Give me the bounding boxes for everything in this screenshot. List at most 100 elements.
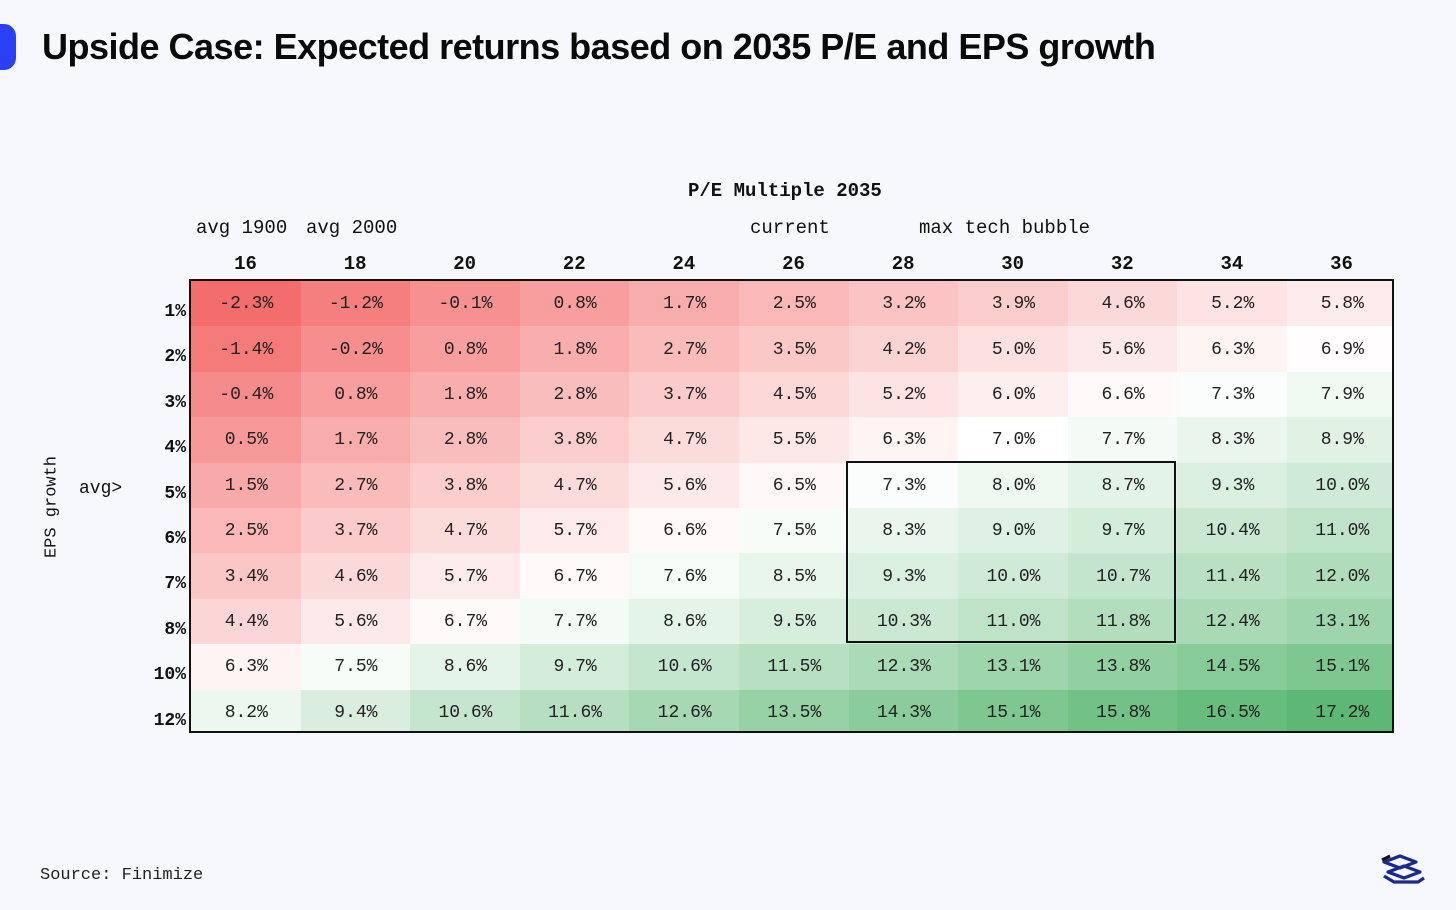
heatmap-cell: 3.9% — [958, 281, 1069, 328]
heatmap-cell: 8.2% — [191, 689, 302, 731]
heatmap-cell: 11.0% — [958, 598, 1069, 646]
heatmap-cell: -0.1% — [410, 281, 521, 328]
heatmap-cell: 11.5% — [739, 644, 850, 691]
heatmap-cell: 8.0% — [958, 462, 1069, 509]
row-label-7pct: 7% — [164, 574, 186, 595]
heatmap-cell: 4.6% — [1067, 281, 1179, 328]
row-label-1pct: 1% — [164, 302, 186, 322]
heatmap-cell: 0.8% — [300, 371, 412, 419]
heatmap-cell: 7.0% — [958, 417, 1069, 464]
heatmap-cell: 11.0% — [1287, 508, 1392, 555]
heatmap-cell: 4.2% — [848, 326, 960, 373]
heatmap-cell: 8.5% — [739, 553, 850, 600]
y-axis-title: EPS growth — [42, 455, 62, 559]
heatmap-cell: 6.0% — [958, 371, 1069, 419]
heatmap-cell: 12.6% — [629, 689, 740, 731]
heatmap-cell: 13.5% — [739, 689, 850, 731]
x-annotation-avg-1900: avg 1900 — [196, 217, 288, 239]
heatmap-cell: 10.3% — [848, 598, 960, 646]
heatmap-cell: 2.8% — [410, 417, 521, 464]
column-label-32: 32 — [1110, 253, 1134, 275]
heatmap-cell: 10.6% — [629, 644, 740, 691]
heatmap-cell: 5.5% — [739, 417, 850, 464]
heatmap-cell: 15.1% — [958, 689, 1069, 731]
heatmap-cell: 12.4% — [1177, 598, 1288, 646]
page-title: Upside Case: Expected returns based on 2… — [42, 26, 1156, 67]
heatmap-cell: 3.4% — [191, 553, 302, 600]
heatmap-cell: 7.5% — [739, 508, 850, 555]
heatmap-cell: 3.7% — [300, 508, 412, 555]
y-annotation-avg: avg> — [79, 479, 123, 499]
column-label-20: 20 — [453, 253, 477, 275]
heatmap-cell: 13.1% — [1287, 598, 1392, 646]
heatmap-cell: 1.5% — [191, 462, 302, 509]
heatmap-cell: 5.0% — [958, 326, 1069, 373]
heatmap-cell: 1.8% — [410, 371, 521, 419]
column-label-26: 26 — [782, 253, 805, 275]
row-label-4pct: 4% — [164, 438, 186, 459]
heatmap-cell: 7.3% — [1177, 371, 1288, 419]
heatmap-cell: 5.7% — [410, 553, 521, 600]
heatmap-cell: 17.2% — [1287, 689, 1392, 731]
heatmap-cell: 13.1% — [958, 644, 1069, 691]
heatmap-cell: 6.7% — [410, 598, 521, 646]
heatmap-cell: 1.7% — [300, 417, 412, 464]
heatmap-cell: 5.2% — [1177, 281, 1288, 328]
column-label-16: 16 — [234, 253, 257, 275]
column-label-28: 28 — [891, 253, 915, 275]
column-label-34: 34 — [1220, 253, 1244, 275]
heatmap-cell: 8.3% — [848, 508, 960, 555]
heatmap-cell: 2.5% — [191, 508, 302, 555]
heatmap-cell: 15.1% — [1287, 644, 1392, 691]
row-label-6pct: 6% — [164, 529, 186, 549]
row-label-8pct: 8% — [164, 619, 186, 640]
heatmap-cell: 6.3% — [1177, 326, 1288, 373]
heatmap-cell: 5.6% — [300, 598, 412, 646]
heatmap-cell: 11.8% — [1067, 598, 1179, 646]
heatmap-cell: 7.7% — [1067, 417, 1179, 464]
heatmap-cell: 13.8% — [1067, 644, 1179, 691]
heatmap-cell: 1.8% — [519, 326, 631, 373]
heatmap-cell: 8.7% — [1067, 462, 1179, 509]
heatmap-cell: 8.9% — [1287, 417, 1392, 464]
heatmap-cell: 6.7% — [519, 553, 631, 600]
heatmap-cell: 9.5% — [739, 598, 850, 646]
heatmap-cell: 5.8% — [1287, 281, 1392, 328]
heatmap-cell: 8.6% — [410, 644, 521, 691]
heatmap-cell: 6.9% — [1287, 326, 1392, 373]
heatmap-cell: 12.0% — [1287, 553, 1392, 600]
heatmap-cell: 14.3% — [848, 689, 960, 731]
accent-tab — [0, 24, 16, 70]
heatmap-cell: 10.4% — [1177, 508, 1288, 555]
heatmap-cell: 0.5% — [191, 417, 302, 464]
heatmap-cell: 5.6% — [629, 462, 740, 509]
heatmap-cell: 0.8% — [519, 281, 631, 328]
heatmap-cell: 4.4% — [191, 598, 302, 646]
heatmap-cell: 3.5% — [739, 326, 850, 373]
x-axis-title: P/E Multiple 2035 — [688, 180, 882, 202]
heatmap-cell: 8.3% — [1177, 417, 1288, 464]
heatmap-cell: -2.3% — [191, 281, 302, 328]
heatmap-cell: 3.8% — [519, 417, 631, 464]
column-label-36: 36 — [1330, 253, 1353, 275]
heatmap-cell: 2.7% — [300, 462, 412, 509]
x-annotation-max-tech-bubble: max tech bubble — [919, 217, 1091, 239]
heatmap-cell: -0.4% — [191, 371, 302, 419]
heatmap-cell: 7.3% — [848, 462, 960, 509]
finimize-logo-icon — [1381, 854, 1425, 884]
heatmap-cell: -1.2% — [300, 281, 412, 328]
row-label-2pct: 2% — [164, 347, 186, 368]
row-label-10pct: 10% — [153, 665, 186, 686]
heatmap-cell: 5.2% — [848, 371, 960, 419]
row-label-12pct: 12% — [153, 710, 186, 731]
heatmap-cell: 1.7% — [629, 281, 740, 328]
heatmap-cell: 3.7% — [629, 371, 740, 419]
heatmap-cell: 10.6% — [410, 689, 521, 731]
x-annotation-avg-2000: avg 2000 — [306, 217, 398, 239]
heatmap-cell: 9.4% — [300, 689, 412, 731]
heatmap-cell: 7.5% — [300, 644, 412, 691]
heatmap-cell: 9.3% — [1177, 462, 1288, 509]
heatmap-cell: 8.6% — [629, 598, 740, 646]
heatmap-cell: -1.4% — [191, 326, 302, 373]
column-label-22: 22 — [562, 253, 586, 275]
